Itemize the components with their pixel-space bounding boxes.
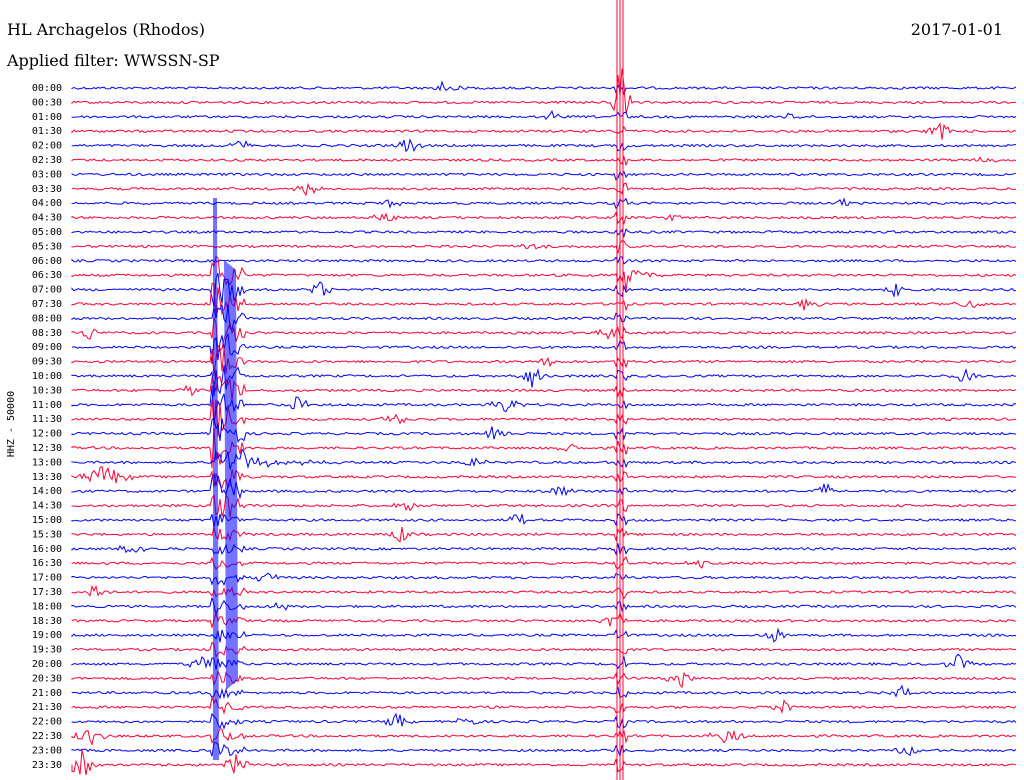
- time-label: 13:30: [32, 472, 62, 483]
- seismic-trace: [71, 749, 1017, 776]
- seismic-trace: [71, 155, 1017, 167]
- time-label: 12:00: [32, 429, 62, 440]
- time-label: 03:30: [32, 184, 62, 195]
- time-label: 16:00: [32, 544, 62, 555]
- trace-group: [71, 0, 1017, 780]
- time-label: 07:00: [32, 285, 62, 296]
- time-label: 08:00: [32, 313, 62, 324]
- seismic-trace: [71, 138, 1017, 153]
- time-label: 23:00: [32, 745, 62, 756]
- time-label: 15:30: [32, 529, 62, 540]
- time-label: 00:00: [32, 83, 62, 94]
- time-label: 19:30: [32, 645, 62, 656]
- time-label: 03:00: [32, 169, 62, 180]
- time-label: 02:00: [32, 141, 62, 152]
- seismic-trace: [71, 256, 1017, 265]
- time-label: 18:00: [32, 601, 62, 612]
- time-label: 20:30: [32, 673, 62, 684]
- time-label: 15:00: [32, 515, 62, 526]
- time-label: 00:30: [32, 97, 62, 108]
- time-label: 20:00: [32, 659, 62, 670]
- time-label: 11:00: [32, 400, 62, 411]
- seismic-trace: [71, 170, 1017, 181]
- time-label: 05:30: [32, 241, 62, 252]
- time-label: 17:00: [32, 573, 62, 584]
- time-label: 04:00: [32, 198, 62, 209]
- time-label: 11:30: [32, 414, 62, 425]
- seismic-trace: [71, 727, 1017, 746]
- time-label: 21:00: [32, 688, 62, 699]
- time-label: 17:30: [32, 587, 62, 598]
- seismic-trace: [71, 741, 1017, 759]
- time-label: 01:00: [32, 112, 62, 123]
- station-title: HL Archagelos (Rhodos): [7, 20, 205, 39]
- seismic-trace: [71, 684, 1017, 700]
- time-label: 04:30: [32, 213, 62, 224]
- seismic-trace: [71, 182, 1017, 197]
- seismic-trace: [71, 68, 1017, 114]
- time-label: 05:00: [32, 227, 62, 238]
- time-label: 09:00: [32, 342, 62, 353]
- y-axis-label: HHZ - 50000: [6, 391, 17, 457]
- time-label: 21:30: [32, 702, 62, 713]
- time-label: 22:00: [32, 717, 62, 728]
- time-label: 13:00: [32, 457, 62, 468]
- time-label: 06:30: [32, 270, 62, 281]
- time-label: 23:30: [32, 760, 62, 771]
- time-label: 19:00: [32, 630, 62, 641]
- seismic-trace: [71, 239, 1017, 254]
- time-label: 02:30: [32, 155, 62, 166]
- time-label: 22:30: [32, 731, 62, 742]
- time-label: 01:30: [32, 126, 62, 137]
- time-label: 16:30: [32, 558, 62, 569]
- seismic-trace: [71, 695, 1017, 715]
- time-labels: 00:00 00:30 01:00 01:30 02:00 02:30 03:00 03:30…: [32, 83, 62, 771]
- time-label: 06:00: [32, 256, 62, 267]
- time-label: 12:30: [32, 443, 62, 454]
- record-date: 2017-01-01: [910, 20, 1003, 39]
- seismic-trace: [71, 110, 1017, 121]
- teleseism-envelope: [213, 198, 238, 760]
- time-label: 10:00: [32, 371, 62, 382]
- seismic-trace: [71, 122, 1017, 140]
- seismic-trace: [71, 228, 1017, 239]
- time-label: 14:30: [32, 501, 62, 512]
- time-label: 09:30: [32, 357, 62, 368]
- time-label: 10:30: [32, 385, 62, 396]
- filter-label: Applied filter: WWSSN-SP: [7, 51, 220, 70]
- time-label: 07:30: [32, 299, 62, 310]
- seismic-trace: [71, 211, 1017, 226]
- seismic-trace: [71, 712, 1017, 730]
- seismic-trace: [71, 80, 1017, 96]
- time-label: 14:00: [32, 486, 62, 497]
- seismic-trace: [71, 197, 1017, 210]
- time-label: 08:30: [32, 328, 62, 339]
- time-label: 18:30: [32, 616, 62, 627]
